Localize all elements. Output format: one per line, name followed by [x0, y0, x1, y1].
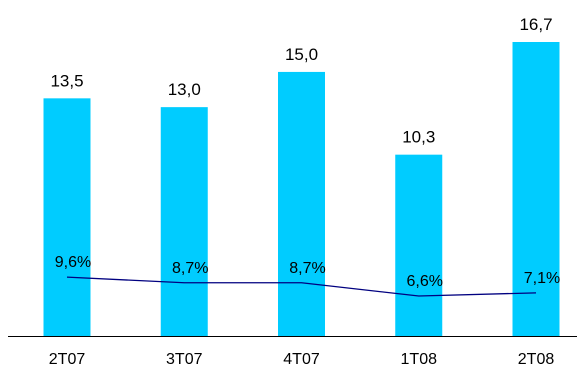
bar-value-label-4t07: 15,0 [285, 45, 318, 64]
bar-value-label-1t08: 10,3 [402, 128, 435, 147]
line-value-label-2t08: 7,1% [524, 270, 560, 287]
x-axis-tick-labels: 2T07 3T07 4T07 1T08 2T08 [49, 351, 555, 368]
line-value-labels: 9,6% 8,7% 8,7% 6,6% 7,1% [55, 254, 560, 290]
bar-3t07 [160, 107, 208, 336]
line-series [66, 276, 537, 297]
bar-2t08 [512, 42, 560, 336]
ratio-line [66, 276, 537, 297]
line-value-label-2t07: 9,6% [55, 254, 91, 271]
x-tick-label-4t07: 4T07 [283, 351, 320, 368]
bar-4t07 [278, 71, 325, 336]
bar-value-label-2t08: 16,7 [519, 15, 552, 34]
bar-value-labels: 13,5 13,0 15,0 10,3 16,7 [50, 15, 552, 147]
line-value-label-3t07: 8,7% [172, 260, 208, 277]
x-tick-label-1t08: 1T08 [401, 351, 438, 368]
bar-2t07 [43, 98, 91, 336]
bar-1t08 [395, 154, 443, 336]
x-tick-label-2t08: 2T08 [518, 351, 555, 368]
line-value-label-4t07: 8,7% [289, 260, 325, 277]
x-tick-label-2t07: 2T07 [49, 351, 86, 368]
bar-series [43, 42, 560, 336]
line-value-label-1t08: 6,6% [407, 273, 443, 290]
x-tick-label-3t07: 3T07 [166, 351, 203, 368]
bar-value-label-3t07: 13,0 [168, 80, 201, 99]
bar-value-label-2t07: 13,5 [50, 71, 83, 90]
